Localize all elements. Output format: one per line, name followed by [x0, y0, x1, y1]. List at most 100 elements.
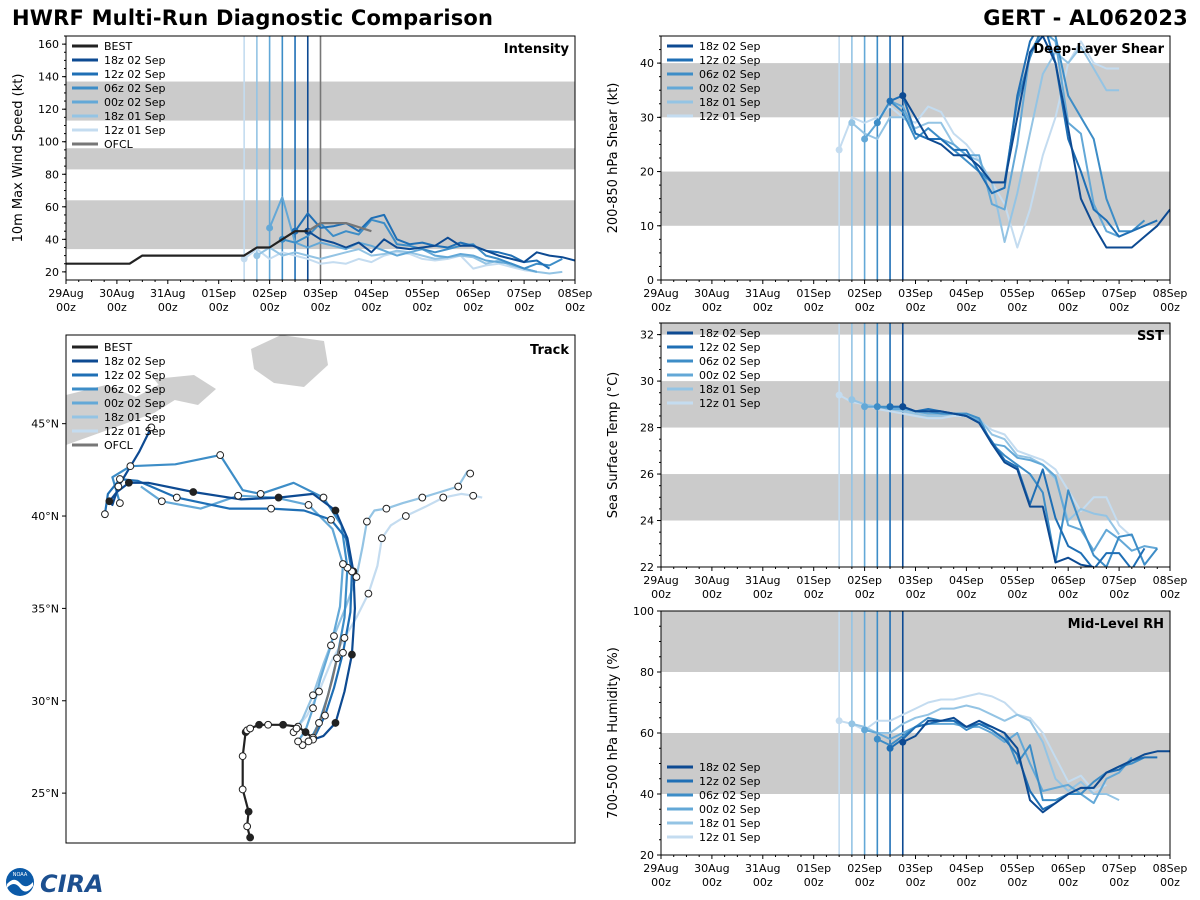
- series-init-point: [886, 97, 894, 105]
- x-tick-label: 30Aug: [99, 287, 134, 300]
- series-init-point: [899, 738, 907, 746]
- track-point: [469, 491, 478, 500]
- series-line: [851, 398, 1120, 536]
- x-tick-label-hour: 00z: [702, 588, 722, 601]
- y-tick-label: 32: [640, 329, 654, 342]
- track-point: [115, 499, 124, 508]
- x-tick-label: 02Sep: [847, 862, 882, 875]
- legend-label: 12z 01 Sep: [104, 425, 166, 438]
- x-tick-label: 04Sep: [354, 287, 389, 300]
- track-point: [466, 469, 475, 478]
- x-tick-label-hour: 00z: [651, 588, 671, 601]
- series-line: [66, 230, 308, 265]
- track-point: [255, 720, 264, 729]
- track-point: [418, 493, 427, 502]
- x-tick-label: 08Sep: [1153, 287, 1188, 300]
- track-point: [348, 650, 356, 659]
- x-tick-label-hour: 00z: [702, 876, 722, 889]
- x-tick-label-hour: 00z: [107, 301, 127, 314]
- x-tick-label: 05Sep: [405, 287, 440, 300]
- x-tick-label: 07Sep: [1102, 862, 1137, 875]
- x-tick-label-hour: 00z: [1007, 588, 1027, 601]
- x-tick-label-hour: 00z: [804, 588, 824, 601]
- y-tick-label: 20: [640, 166, 654, 179]
- y-axis-label: 700-500 hPa Humidity (%): [606, 647, 621, 819]
- series-init-point: [266, 224, 274, 232]
- x-tick-label: 06Sep: [456, 287, 491, 300]
- legend-label: 12z 02 Sep: [104, 68, 166, 81]
- series-init-point: [886, 403, 894, 411]
- track-point: [454, 482, 463, 491]
- y-tick-label: 60: [45, 201, 59, 214]
- x-tick-label-hour: 00z: [1007, 876, 1027, 889]
- legend-label: 12z 01 Sep: [699, 110, 761, 123]
- series-line: [851, 45, 1120, 243]
- y-tick-label: 100: [633, 605, 654, 618]
- y-tick-label: 100: [38, 136, 59, 149]
- land-shape-pei: [154, 375, 216, 405]
- series-init-point: [848, 396, 856, 404]
- legend-label: 00z 02 Sep: [699, 369, 761, 382]
- x-tick-label: 08Sep: [1153, 862, 1188, 875]
- series-init-point: [848, 720, 856, 728]
- track-point: [340, 634, 349, 642]
- y-tick-label: 26: [640, 468, 654, 481]
- track-point: [274, 493, 283, 502]
- track-point: [377, 534, 386, 543]
- x-tick-label-hour: 00z: [651, 301, 671, 314]
- track-line: [140, 485, 345, 743]
- panel-title: Track: [530, 343, 569, 358]
- series-line: [307, 230, 575, 264]
- x-tick-label: 29Aug: [48, 287, 83, 300]
- track-point: [105, 497, 114, 506]
- legend-label: 12z 02 Sep: [104, 369, 166, 382]
- x-tick-label: 04Sep: [949, 862, 984, 875]
- legend-label: 18z 02 Sep: [104, 54, 166, 67]
- track-point: [244, 807, 253, 816]
- series-line: [902, 405, 1094, 567]
- series-init-point: [835, 146, 843, 154]
- track-point: [243, 822, 252, 831]
- track-point: [246, 724, 255, 733]
- legend-label: 06z 02 Sep: [699, 355, 761, 368]
- x-tick-label: 08Sep: [1153, 574, 1188, 587]
- series-line: [890, 405, 1146, 567]
- track-point: [327, 515, 335, 524]
- x-tick-label: 01Sep: [796, 862, 831, 875]
- panel-title: Deep-Layer Shear: [1033, 42, 1164, 57]
- legend-label: 18z 01 Sep: [104, 411, 166, 424]
- x-tick-label: 06Sep: [1051, 574, 1086, 587]
- x-tick-label: 01Sep: [796, 287, 831, 300]
- lat-tick-label: 35°N: [31, 602, 59, 615]
- legend-label: 00z 02 Sep: [699, 803, 761, 816]
- x-tick-label-hour: 00z: [906, 588, 926, 601]
- lat-tick-label: 30°N: [31, 695, 59, 708]
- x-tick-label-hour: 00z: [1160, 588, 1180, 601]
- track-point: [304, 501, 313, 509]
- legend-label: 00z 02 Sep: [104, 397, 166, 410]
- storm-id: GERT - AL062023: [983, 6, 1188, 30]
- track-point: [246, 833, 255, 842]
- x-tick-label-hour: 00z: [957, 876, 977, 889]
- series-init-point: [886, 744, 894, 752]
- series-init-point: [873, 735, 881, 743]
- y-tick-label: 60: [640, 727, 654, 740]
- cira-logo: NOAA CIRA: [6, 868, 104, 898]
- x-tick-label: 31Aug: [745, 574, 780, 587]
- x-tick-label-hour: 00z: [514, 301, 534, 314]
- cira-wordmark: CIRA: [40, 870, 104, 898]
- track-point: [331, 506, 340, 515]
- series-line: [901, 36, 1170, 249]
- x-tick-label-hour: 00z: [260, 301, 280, 314]
- y-axis-label: 200-850 hPa Shear (kt): [606, 83, 621, 234]
- series-line: [851, 704, 1120, 802]
- legend-label: 18z 01 Sep: [699, 383, 761, 396]
- legend-label: 18z 01 Sep: [104, 110, 166, 123]
- track-point: [333, 654, 341, 663]
- track-point: [114, 482, 123, 491]
- x-tick-label: 03Sep: [898, 574, 933, 587]
- series-init-point: [240, 255, 248, 263]
- track-point: [330, 632, 338, 641]
